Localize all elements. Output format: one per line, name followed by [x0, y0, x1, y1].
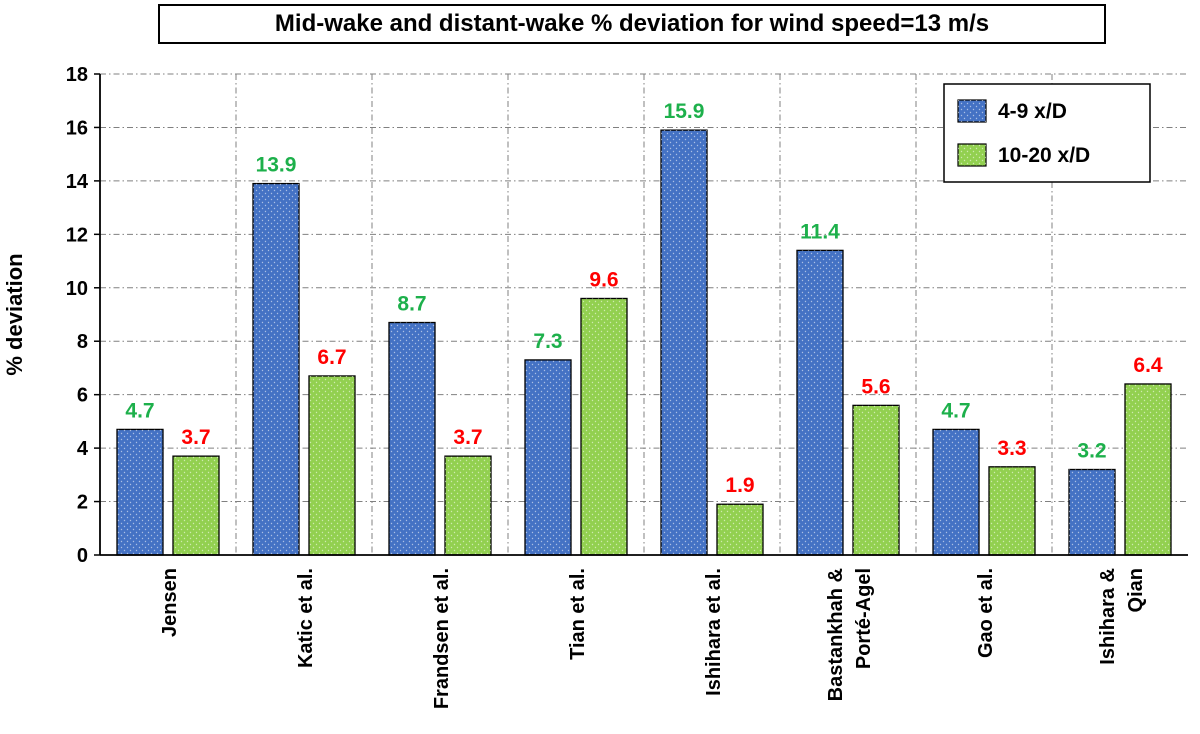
data-label: 1.9 [725, 474, 754, 497]
legend-label: 4-9 x/D [998, 100, 1067, 123]
legend-swatch-texture [958, 144, 986, 166]
legend-box [943, 83, 1151, 183]
axes: 0 2 4 6 8 10 12 14 16 18 Jensen Katic et al. Frandse… [2, 64, 1188, 709]
x-category-label: Katic et al. [295, 568, 317, 668]
x-category-label: Porté-Agel [853, 568, 875, 669]
data-label: 3.2 [1077, 439, 1106, 462]
x-category-label: Bastankhah & [825, 568, 847, 701]
bar-texture [797, 250, 843, 555]
data-label: 5.6 [861, 375, 890, 398]
data-label: 8.7 [397, 293, 426, 316]
chart-title-box: Mid-wake and distant-wake % deviation fo… [158, 4, 1106, 44]
data-label: 13.9 [256, 154, 297, 177]
data-label: 9.6 [589, 268, 618, 291]
bar-texture [117, 429, 163, 555]
bar-texture [989, 466, 1035, 555]
y-tick-label: 16 [66, 117, 88, 139]
data-label: 3.7 [181, 426, 210, 449]
y-tick-label: 8 [77, 331, 88, 353]
y-tick-label: 18 [66, 64, 88, 86]
bar-texture [661, 130, 707, 555]
y-tick-label: 2 [77, 492, 88, 514]
data-label: 3.7 [453, 426, 482, 449]
x-category-label: Frandsen et al. [431, 568, 453, 709]
data-label: 11.4 [800, 220, 840, 243]
data-label: 4.7 [941, 399, 970, 422]
bar-texture [1125, 383, 1171, 555]
bars [116, 129, 1172, 556]
y-tick-label: 14 [66, 171, 89, 193]
data-labels: 4.7 3.7 13.9 6.7 8.7 3.7 7.3 9.6 15.9 1.9 11.4 5.6 4… [125, 100, 1163, 497]
bar-texture [1069, 469, 1115, 555]
x-category-label: Ishihara et al. [703, 568, 725, 696]
bar-texture [445, 456, 491, 555]
y-tick-label: 0 [77, 545, 88, 567]
data-label: 7.3 [533, 330, 562, 353]
data-label: 3.3 [997, 437, 1026, 460]
chart-title: Mid-wake and distant-wake % deviation fo… [274, 10, 990, 37]
bar-texture [173, 456, 219, 555]
x-category-label: Gao et al. [975, 568, 997, 658]
bar-texture [933, 429, 979, 555]
bar-texture [309, 375, 355, 555]
bar-texture [853, 405, 899, 555]
y-tick-label: 4 [77, 438, 89, 460]
bar-texture [253, 183, 299, 556]
y-tick-label: 10 [66, 278, 88, 300]
x-category-label: Tian et al. [567, 568, 589, 660]
bar-texture [389, 322, 435, 555]
x-category-label: Ishihara & [1097, 568, 1119, 665]
data-label: 4.7 [125, 399, 154, 422]
legend-label: 10-20 x/D [998, 144, 1090, 167]
bar-texture [581, 298, 627, 555]
y-tick-label: 6 [77, 385, 88, 407]
data-label: 6.7 [317, 346, 346, 369]
data-label: 6.4 [1133, 354, 1163, 377]
y-tick-label: 12 [66, 224, 88, 246]
legend-swatch-texture [958, 100, 986, 122]
legend: 4-9 x/D 10-20 x/D [943, 83, 1151, 183]
bar-texture [717, 504, 763, 555]
data-label: 15.9 [664, 100, 705, 123]
x-category-label: Jensen [159, 568, 181, 637]
bar-texture [525, 359, 571, 555]
y-axis-title: % deviation [2, 253, 27, 375]
x-category-label: Qian [1125, 568, 1147, 612]
